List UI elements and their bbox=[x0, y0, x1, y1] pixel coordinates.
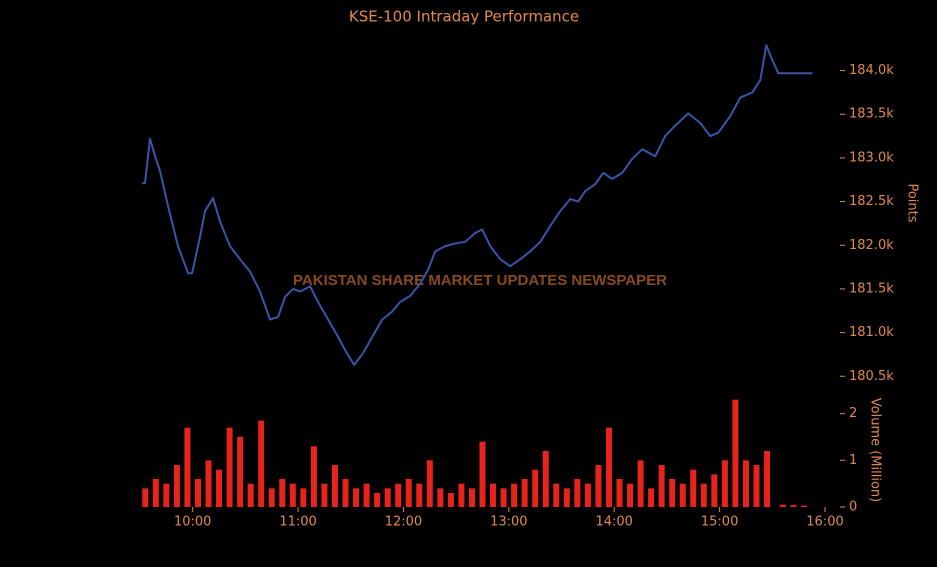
volume-bar bbox=[700, 483, 707, 507]
volume-bar bbox=[616, 479, 623, 507]
x-tick-label: 15:00 bbox=[701, 515, 738, 530]
volume-bar bbox=[226, 427, 233, 507]
volume-bar bbox=[764, 451, 771, 507]
volume-bar bbox=[342, 479, 349, 507]
y-axis-label: Volume (Million) bbox=[868, 398, 883, 502]
x-tick-label: 16:00 bbox=[806, 515, 843, 530]
volume-bar bbox=[574, 479, 581, 507]
volume-bar bbox=[142, 488, 149, 507]
volume-bar bbox=[405, 479, 412, 507]
y-tick-label: 184.0k bbox=[849, 63, 894, 78]
y-tick-label: 180.5k bbox=[849, 369, 894, 384]
chart-title: KSE-100 Intraday Performance bbox=[349, 8, 579, 26]
volume-bar bbox=[184, 427, 191, 507]
volume-bar bbox=[542, 451, 549, 507]
x-tick-label: 10:00 bbox=[174, 515, 211, 530]
x-tick-label: 13:00 bbox=[490, 515, 527, 530]
y-tick-label: 181.5k bbox=[849, 281, 894, 296]
volume-bar bbox=[669, 479, 676, 507]
volume-bar bbox=[468, 488, 475, 507]
y-tick-label: 2 bbox=[849, 406, 857, 421]
price-line bbox=[142, 44, 813, 366]
volume-bar bbox=[268, 488, 275, 507]
y-tick-label: 1 bbox=[849, 453, 857, 468]
volume-bar bbox=[800, 505, 807, 507]
volume-bar bbox=[490, 483, 497, 507]
volume-bar bbox=[216, 469, 223, 507]
volume-bar bbox=[637, 460, 644, 507]
y-tick-label: 0 bbox=[849, 500, 857, 515]
volume-bar bbox=[426, 460, 433, 507]
volume-bar bbox=[353, 488, 360, 507]
volume-bar bbox=[152, 479, 159, 507]
volume-bar bbox=[790, 505, 797, 507]
volume-bar bbox=[479, 441, 486, 507]
volume-bar bbox=[500, 488, 507, 507]
volume-bar bbox=[173, 465, 180, 507]
volume-bar bbox=[584, 483, 591, 507]
volume-bar bbox=[721, 460, 728, 507]
volume-bar bbox=[194, 479, 201, 507]
volume-bar bbox=[205, 460, 212, 507]
y-axis-label: Points bbox=[905, 183, 920, 222]
volume-bar bbox=[247, 483, 254, 507]
volume-bar bbox=[648, 488, 655, 507]
volume-bar bbox=[395, 483, 402, 507]
x-tick-label: 11:00 bbox=[279, 515, 316, 530]
volume-bar bbox=[310, 446, 317, 507]
volume-bar bbox=[437, 488, 444, 507]
volume-bar bbox=[732, 399, 739, 507]
y-tick-label: 182.5k bbox=[849, 194, 894, 209]
volume-bar bbox=[658, 465, 665, 507]
volume-bar bbox=[237, 437, 244, 507]
volume-bar bbox=[679, 483, 686, 507]
volume-bar bbox=[258, 420, 265, 507]
volume-bar bbox=[711, 474, 718, 507]
volume-bar bbox=[300, 488, 307, 507]
volume-bar bbox=[331, 465, 338, 507]
volume-bar bbox=[779, 504, 786, 507]
volume-bar bbox=[690, 469, 697, 507]
volume-bar bbox=[553, 483, 560, 507]
y-tick-label: 181.0k bbox=[849, 325, 894, 340]
volume-bar bbox=[447, 493, 454, 507]
volume-bar bbox=[605, 427, 612, 507]
x-tick-label: 12:00 bbox=[385, 515, 422, 530]
y-tick-label: 183.0k bbox=[849, 150, 894, 165]
volume-bar bbox=[289, 483, 296, 507]
volume-bar bbox=[458, 483, 465, 507]
volume-bar bbox=[753, 465, 760, 507]
volume-bar bbox=[563, 488, 570, 507]
volume-bar bbox=[511, 483, 518, 507]
y-tick-label: 182.0k bbox=[849, 238, 894, 253]
volume-bar bbox=[627, 483, 634, 507]
volume-bar bbox=[384, 488, 391, 507]
watermark: PAKISTAN SHARE MARKET UPDATES NEWSPAPER bbox=[293, 272, 667, 289]
volume-bar bbox=[742, 460, 749, 507]
volume-bar bbox=[595, 465, 602, 507]
y-tick-label: 183.5k bbox=[849, 107, 894, 122]
volume-bar bbox=[374, 493, 381, 507]
volume-bar bbox=[521, 479, 528, 507]
volume-bar bbox=[279, 479, 286, 507]
volume-bar bbox=[363, 483, 370, 507]
x-tick-label: 14:00 bbox=[595, 515, 632, 530]
volume-bar bbox=[321, 483, 328, 507]
volume-bar bbox=[532, 469, 539, 507]
volume-bar bbox=[163, 483, 170, 507]
volume-bar bbox=[416, 483, 423, 507]
